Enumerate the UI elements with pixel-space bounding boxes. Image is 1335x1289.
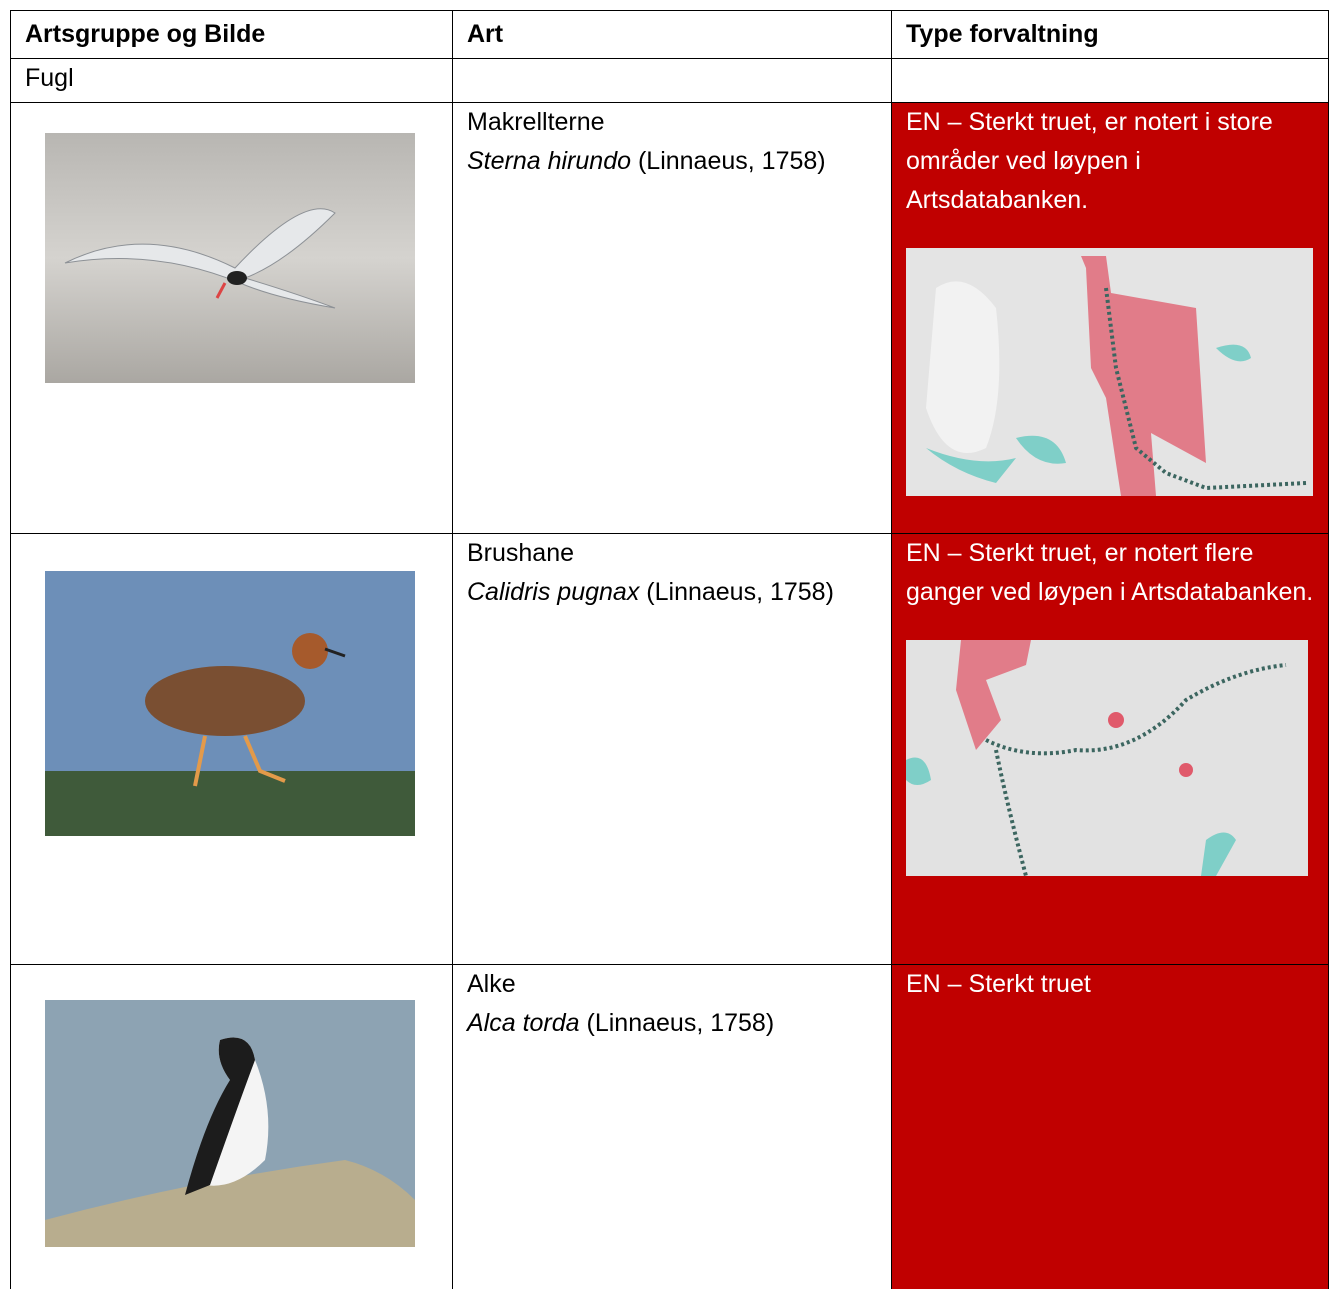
bird-photo [45, 1000, 415, 1247]
bird-photo [45, 133, 415, 383]
empty-cell [892, 59, 1329, 103]
header-cell: Artsgruppe og Bilde [11, 11, 453, 59]
species-cell: Makrellterne Sterna hirundo (Linnaeus, 17… [453, 103, 892, 534]
group-cell: Fugl [11, 59, 453, 103]
species-table: Artsgruppe og Bilde Art Type forvaltning… [10, 10, 1329, 1289]
map-image [906, 640, 1308, 876]
latin-name: Sterna hirundo [467, 147, 631, 175]
group-row: Fugl [11, 59, 1329, 103]
species-row: Brushane Calidris pugnax (Linnaeus, 1758)… [11, 534, 1329, 965]
status-text: EN – Sterkt truet, er notert flere gange… [906, 534, 1314, 612]
latin-name: Alca torda [467, 1009, 580, 1037]
image-cell [11, 965, 453, 1289]
author: (Linnaeus, 1758) [638, 147, 826, 175]
status-text: EN – Sterkt truet [906, 965, 1314, 1004]
status-cell: EN – Sterkt truet [892, 965, 1329, 1289]
status-cell: EN – Sterkt truet, er notert i store omr… [892, 103, 1329, 534]
empty-cell [453, 59, 892, 103]
map-image [906, 248, 1313, 496]
header-row: Artsgruppe og Bilde Art Type forvaltning [11, 11, 1329, 59]
image-cell [11, 534, 453, 965]
species-name: Makrellterne [467, 108, 605, 136]
species-cell: Brushane Calidris pugnax (Linnaeus, 1758) [453, 534, 892, 965]
species-row: Makrellterne Sterna hirundo (Linnaeus, 17… [11, 103, 1329, 534]
author: (Linnaeus, 1758) [646, 578, 834, 606]
species-name: Alke [467, 970, 516, 998]
bird-photo [45, 571, 415, 836]
header-cell: Art [453, 11, 892, 59]
author: (Linnaeus, 1758) [587, 1009, 775, 1037]
latin-name: Calidris pugnax [467, 578, 639, 606]
species-name: Brushane [467, 539, 574, 567]
status-cell: EN – Sterkt truet, er notert flere gange… [892, 534, 1329, 965]
image-cell [11, 103, 453, 534]
species-cell: Alke Alca torda (Linnaeus, 1758) [453, 965, 892, 1289]
status-text: EN – Sterkt truet, er notert i store omr… [906, 103, 1314, 220]
header-cell: Type forvaltning [892, 11, 1329, 59]
species-row: Alke Alca torda (Linnaeus, 1758) EN – Ste… [11, 965, 1329, 1289]
